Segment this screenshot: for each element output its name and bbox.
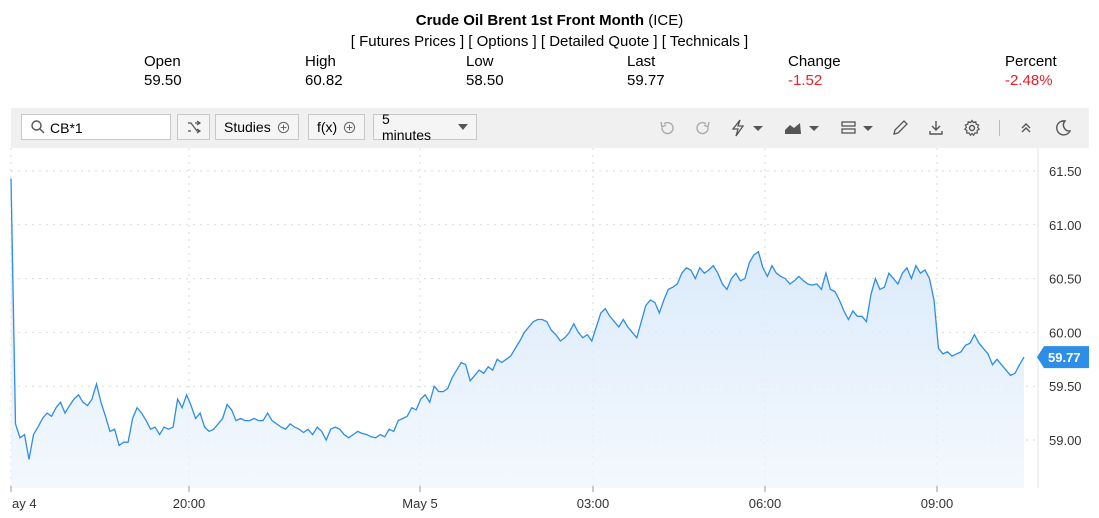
open-stat: Open 59.50 (144, 52, 182, 90)
interval-select[interactable]: 5 minutes (373, 111, 477, 143)
draw-button[interactable] (889, 117, 911, 139)
low-stat: Low 58.50 (466, 52, 504, 90)
settings-button[interactable] (961, 117, 983, 139)
y-tick-label: 59.00 (1049, 433, 1082, 448)
y-tick-label: 59.50 (1049, 379, 1082, 394)
layout-menu-button[interactable] (837, 117, 877, 139)
fx-label: f(x) (317, 119, 338, 135)
layout-icon (841, 121, 873, 134)
gear-icon (963, 119, 981, 137)
last-price-badge-label: 59.77 (1048, 350, 1081, 365)
function-button[interactable]: f(x) (308, 114, 366, 140)
y-tick-label: 61.50 (1049, 164, 1082, 179)
x-tick-label: 09:00 (921, 496, 954, 511)
high-value: 60.82 (305, 72, 343, 89)
price-chart[interactable]: 61.50 61.00 60.50 60.00 59.50 59.00 ay 4 20:00… (0, 148, 1099, 513)
change-label: Change (788, 53, 841, 70)
x-tick-label: May 5 (402, 496, 437, 511)
open-value: 59.50 (144, 72, 182, 89)
symbol-search-input[interactable]: CB*1 (21, 114, 171, 140)
collapse-button[interactable] (1015, 117, 1037, 139)
toolbar-divider (999, 120, 1000, 136)
chart-toolbar: CB*1 Studies f(x) 5 minutes (11, 108, 1089, 148)
last-value: 59.77 (627, 72, 665, 89)
studies-label: Studies (224, 119, 271, 135)
shuffle-icon (187, 120, 201, 134)
x-tick-label: 03:00 (577, 496, 610, 511)
undo-button[interactable] (656, 117, 678, 139)
price-chart-svg[interactable]: 61.50 61.00 60.50 60.00 59.50 59.00 ay 4 20:00… (0, 148, 1099, 513)
moon-icon (1056, 120, 1072, 136)
change-stat: Change -1.52 (788, 52, 841, 90)
x-tick-label: 20:00 (173, 496, 206, 511)
chevron-down-icon (458, 124, 468, 130)
low-label: Low (466, 53, 494, 70)
interval-value: 5 minutes (382, 111, 432, 143)
open-label: Open (144, 53, 181, 70)
undo-icon (660, 121, 674, 135)
quote-header: Crude Oil Brent 1st Front Month (ICE) [ … (0, 0, 1099, 105)
low-value: 58.50 (466, 72, 504, 89)
redo-icon (696, 121, 710, 135)
futures-prices-link[interactable]: Futures Prices (359, 33, 456, 50)
last-price-badge (1037, 346, 1089, 369)
price-line (10, 178, 1025, 460)
symbol-search-value: CB*1 (50, 120, 83, 136)
instrument-name: Crude Oil Brent 1st Front Month (415, 12, 645, 29)
lightning-icon (731, 119, 763, 137)
last-stat: Last 59.77 (627, 52, 665, 90)
download-button[interactable] (925, 117, 947, 139)
redo-button[interactable] (692, 117, 714, 139)
last-label: Last (627, 53, 656, 70)
plus-circle-icon (277, 121, 289, 133)
instrument-title: Crude Oil Brent 1st Front Month (ICE) (0, 12, 1099, 29)
high-label: High (305, 53, 336, 70)
percent-label: Percent (1005, 53, 1057, 70)
events-menu-button[interactable] (727, 117, 767, 139)
high-stat: High 60.82 (305, 52, 343, 90)
percent-value: -2.48% (1005, 72, 1053, 89)
y-tick-label: 60.00 (1049, 325, 1082, 340)
plus-circle-icon (344, 121, 356, 133)
search-icon (31, 120, 45, 134)
y-tick-label: 60.50 (1049, 272, 1082, 287)
technicals-link[interactable]: Technicals (669, 33, 740, 50)
download-icon (929, 121, 943, 135)
collapse-icon (1021, 123, 1031, 133)
options-link[interactable]: Options (476, 33, 529, 50)
chart-type-menu-button[interactable] (781, 117, 823, 139)
detailed-quote-link[interactable]: Detailed Quote (549, 33, 650, 50)
exchange-label: (ICE) (648, 12, 684, 29)
y-tick-label: 61.00 (1049, 218, 1082, 233)
percent-stat: Percent -2.48% (1005, 52, 1057, 90)
pencil-icon (893, 120, 908, 135)
theme-toggle-button[interactable] (1052, 117, 1074, 139)
compare-button[interactable] (177, 114, 210, 140)
area-chart-icon (785, 123, 819, 134)
x-tick-label: 06:00 (749, 496, 782, 511)
change-value: -1.52 (788, 72, 823, 89)
studies-button[interactable]: Studies (215, 114, 299, 140)
x-tick-label: ay 4 (12, 496, 37, 511)
price-area-fill (11, 178, 1024, 488)
quote-links: [ Futures Prices ] [ Options ] [ Detaile… (350, 33, 749, 50)
